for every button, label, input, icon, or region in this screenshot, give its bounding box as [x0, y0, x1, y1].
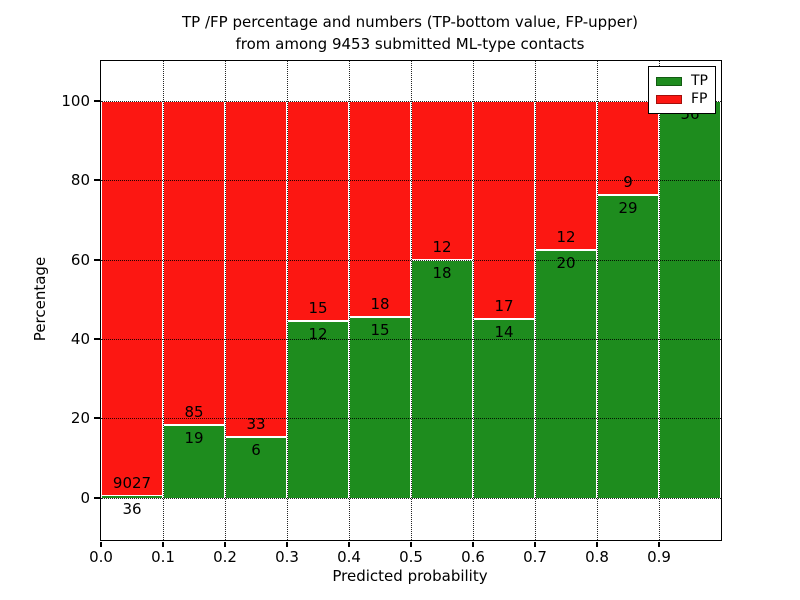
fp-count-label: 12 [556, 227, 576, 246]
fp-count-label: 18 [370, 295, 390, 314]
x-tick-mark [224, 542, 226, 547]
x-tick-mark [472, 542, 474, 547]
tp-count-label: 19 [184, 429, 204, 448]
fp-count-label: 12 [432, 237, 452, 256]
y-tick-label: 60 [70, 250, 90, 269]
y-tick-label: 0 [80, 488, 90, 507]
vertical-gridline [163, 61, 164, 540]
x-tick-label: 0.7 [523, 548, 547, 566]
tp-color-swatch [656, 76, 682, 86]
x-tick-label: 0.1 [151, 548, 175, 566]
fp-bar-segment [287, 100, 349, 322]
vertical-gridline [473, 61, 474, 540]
x-tick-mark [410, 542, 412, 547]
tp-count-label: 29 [618, 198, 638, 217]
x-axis-label: Predicted probability [332, 567, 488, 585]
vertical-gridline [287, 61, 288, 540]
tp-bar-segment [287, 321, 349, 498]
tp-count-label: 18 [432, 263, 452, 282]
fp-count-label: 15 [308, 299, 328, 318]
vertical-gridline [349, 61, 350, 540]
chart-title-line1: TP /FP percentage and numbers (TP-bottom… [182, 13, 638, 31]
y-tick-label: 100 [61, 91, 90, 110]
x-tick-mark [534, 542, 536, 547]
tp-bar-segment [349, 317, 411, 498]
x-tick-label: 0.8 [585, 548, 609, 566]
tp-count-label: 20 [556, 253, 576, 272]
axes-frame: 902736851933615121815121817141220929560.… [61, 61, 721, 565]
fp-count-label: 17 [494, 296, 514, 315]
fp-bar-segment [411, 100, 473, 260]
tp-count-label: 36 [122, 500, 142, 519]
tp-bar-segment [535, 249, 597, 498]
vertical-gridline [535, 61, 536, 540]
x-tick-mark [658, 542, 660, 547]
y-tick-label: 20 [70, 409, 90, 428]
fp-count-label: 9027 [112, 474, 152, 493]
legend-item-fp: FP [656, 90, 708, 108]
y-tick-mark [94, 258, 100, 261]
x-tick-label: 0.4 [337, 548, 361, 566]
plot-area: 902736851933615121815121817141220929560.… [61, 60, 722, 565]
fp-bar-segment [225, 100, 287, 437]
y-tick-mark [94, 417, 100, 420]
legend-label-tp: TP [691, 73, 708, 89]
tp-bar-segment [101, 496, 163, 498]
x-tick-label: 0.9 [647, 548, 671, 566]
fp-bar-segment [101, 100, 163, 497]
tp-bar-segment [473, 318, 535, 498]
chart-title-line2: from among 9453 submitted ML-type contac… [235, 35, 585, 53]
tp-bar-segment [163, 425, 225, 498]
x-tick-mark [596, 542, 598, 547]
y-tick-label: 40 [70, 330, 90, 349]
fp-count-label: 85 [184, 403, 204, 422]
fp-color-swatch [656, 94, 682, 104]
x-tick-mark [100, 542, 102, 547]
tp-count-label: 6 [251, 440, 261, 459]
x-tick-label: 0.5 [399, 548, 423, 566]
x-tick-label: 0.2 [213, 548, 237, 566]
x-tick-mark [348, 542, 350, 547]
tp-count-label: 12 [308, 325, 328, 344]
tp-bar-segment [225, 436, 287, 498]
tp-bar-segment [411, 259, 473, 498]
fp-count-label: 9 [623, 172, 633, 191]
y-tick-mark [94, 338, 100, 341]
y-axis-label: Percentage [31, 256, 49, 342]
chart-title: TP /FP percentage and numbers (TP-bottom… [100, 11, 720, 55]
x-tick-label: 0.0 [89, 548, 113, 566]
vertical-gridline [225, 61, 226, 540]
fp-bar-segment [473, 100, 535, 319]
legend-label-fp: FP [691, 91, 708, 107]
x-tick-mark [162, 542, 164, 547]
tp-bar-segment [597, 194, 659, 498]
fp-bar-segment [163, 100, 225, 426]
tp-count-label: 14 [494, 322, 514, 341]
fp-count-label: 33 [246, 414, 266, 433]
vertical-gridline [411, 61, 412, 540]
legend-item-tp: TP [656, 72, 708, 90]
x-tick-label: 0.6 [461, 548, 485, 566]
tp-bar-segment [659, 100, 721, 498]
fp-bar-segment [349, 100, 411, 318]
y-tick-label: 80 [70, 171, 90, 190]
legend: TP FP [648, 66, 716, 114]
vertical-gridline [659, 61, 660, 540]
y-tick-mark [94, 99, 100, 102]
y-tick-mark [94, 496, 100, 499]
vertical-gridline [597, 61, 598, 540]
x-tick-label: 0.3 [275, 548, 299, 566]
y-tick-mark [94, 179, 100, 182]
x-tick-mark [286, 542, 288, 547]
tp-count-label: 15 [370, 321, 390, 340]
